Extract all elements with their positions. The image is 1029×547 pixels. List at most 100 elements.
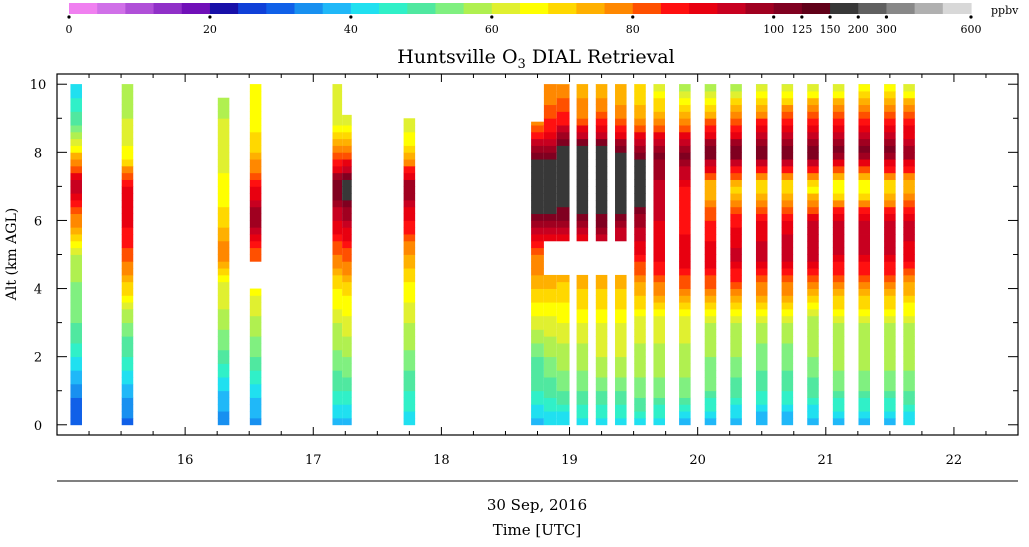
heatmap-cell [70,220,82,228]
heatmap-cell [704,159,717,167]
heatmap-cell [556,206,570,215]
heatmap-cell [679,370,691,378]
heatmap-cell [249,159,262,167]
heatmap-cell [249,411,262,419]
heatmap-cell [403,268,416,276]
heatmap-cell [858,281,871,289]
heatmap-cell [531,390,544,398]
heatmap-cell [332,411,343,419]
heatmap-cell [858,343,871,351]
heatmap-cell [121,288,134,296]
heatmap-cell [121,329,134,337]
heatmap-cell [70,336,82,344]
heatmap-cell [70,268,82,276]
heatmap-cell [403,343,416,351]
colorbar-tick-label: 80 [626,23,640,36]
heatmap-cell [755,220,768,228]
heatmap-cell [755,179,768,187]
heatmap-cell [781,383,794,392]
heatmap-cell [832,247,845,255]
heatmap-cell [615,302,627,310]
heatmap-cell [653,193,665,201]
heatmap-cell [634,397,646,405]
heatmap-cell [543,397,557,405]
heatmap-cell [543,227,557,235]
heatmap-cell [653,370,665,378]
heatmap-cell [531,125,544,133]
heatmap-cell [595,288,608,296]
heatmap-cell [884,84,896,92]
heatmap-cell [556,213,570,221]
heatmap-cell [730,322,742,330]
heatmap-cell [704,281,717,289]
heatmap-cell [217,213,230,221]
heatmap-cell [884,315,896,324]
heatmap-cell [615,193,627,201]
heatmap-cell [342,274,352,283]
heatmap-cell [832,213,845,221]
heatmap-cell [807,159,819,167]
heatmap-cell [217,172,230,180]
heatmap-cell [884,411,896,419]
colorbar-tick-mark [490,15,494,19]
colorbar-segment [379,3,408,14]
heatmap-cell [858,363,871,371]
heatmap-cell [615,125,627,133]
heatmap-cell [556,131,570,140]
heatmap-cell [858,370,871,378]
heatmap-cell [781,84,794,92]
heatmap-cell [884,145,896,153]
heatmap-cell [858,131,871,140]
heatmap-cell [556,111,570,119]
heatmap-cell [249,336,262,344]
heatmap-cell [70,288,82,296]
heatmap-cell [332,343,343,351]
heatmap-cell [217,138,230,146]
heatmap-cell [249,118,262,126]
heatmap-cell [595,370,608,378]
heatmap-cell [832,281,845,289]
heatmap-cell [576,356,589,364]
heatmap-cell [634,268,646,276]
heatmap-cell [595,84,608,92]
heatmap-cells [70,84,915,426]
heatmap-cell [332,281,343,289]
heatmap-cell [858,193,871,201]
heatmap-cell [615,417,627,426]
heatmap-cell [403,417,416,426]
heatmap-cell [884,322,896,330]
heatmap-cell [595,165,608,174]
heatmap-cell [217,268,230,276]
heatmap-cell [556,104,570,112]
heatmap-cell [217,377,230,385]
heatmap-cell [217,370,230,378]
heatmap-cell [634,131,646,140]
heatmap-cell [595,349,608,358]
heatmap-cell [615,411,627,419]
heatmap-cell [249,349,262,358]
heatmap-cell [884,159,896,167]
heatmap-cell [217,336,230,344]
colorbar-tick-label: 300 [876,23,897,36]
heatmap-cell [556,234,570,242]
heatmap-cell [576,308,589,317]
heatmap-cell [556,377,570,385]
heatmap-cell [332,165,343,174]
heatmap-cell [249,111,262,119]
heatmap-cell [634,261,646,269]
heatmap-cell [543,84,557,92]
heatmap-cell [249,302,262,310]
heatmap-cell [730,193,742,201]
heatmap-cell [595,193,608,201]
heatmap-cell [531,172,544,180]
heatmap-cell [576,111,589,119]
heatmap-cell [576,84,589,92]
heatmap-cell [634,104,646,112]
heatmap-cell [858,322,871,330]
heatmap-cell [342,411,352,419]
heatmap-cell [576,220,589,228]
heatmap-cell [704,274,717,283]
heatmap-cell [781,281,794,289]
heatmap-cell [679,240,691,249]
heatmap-cell [576,227,589,235]
